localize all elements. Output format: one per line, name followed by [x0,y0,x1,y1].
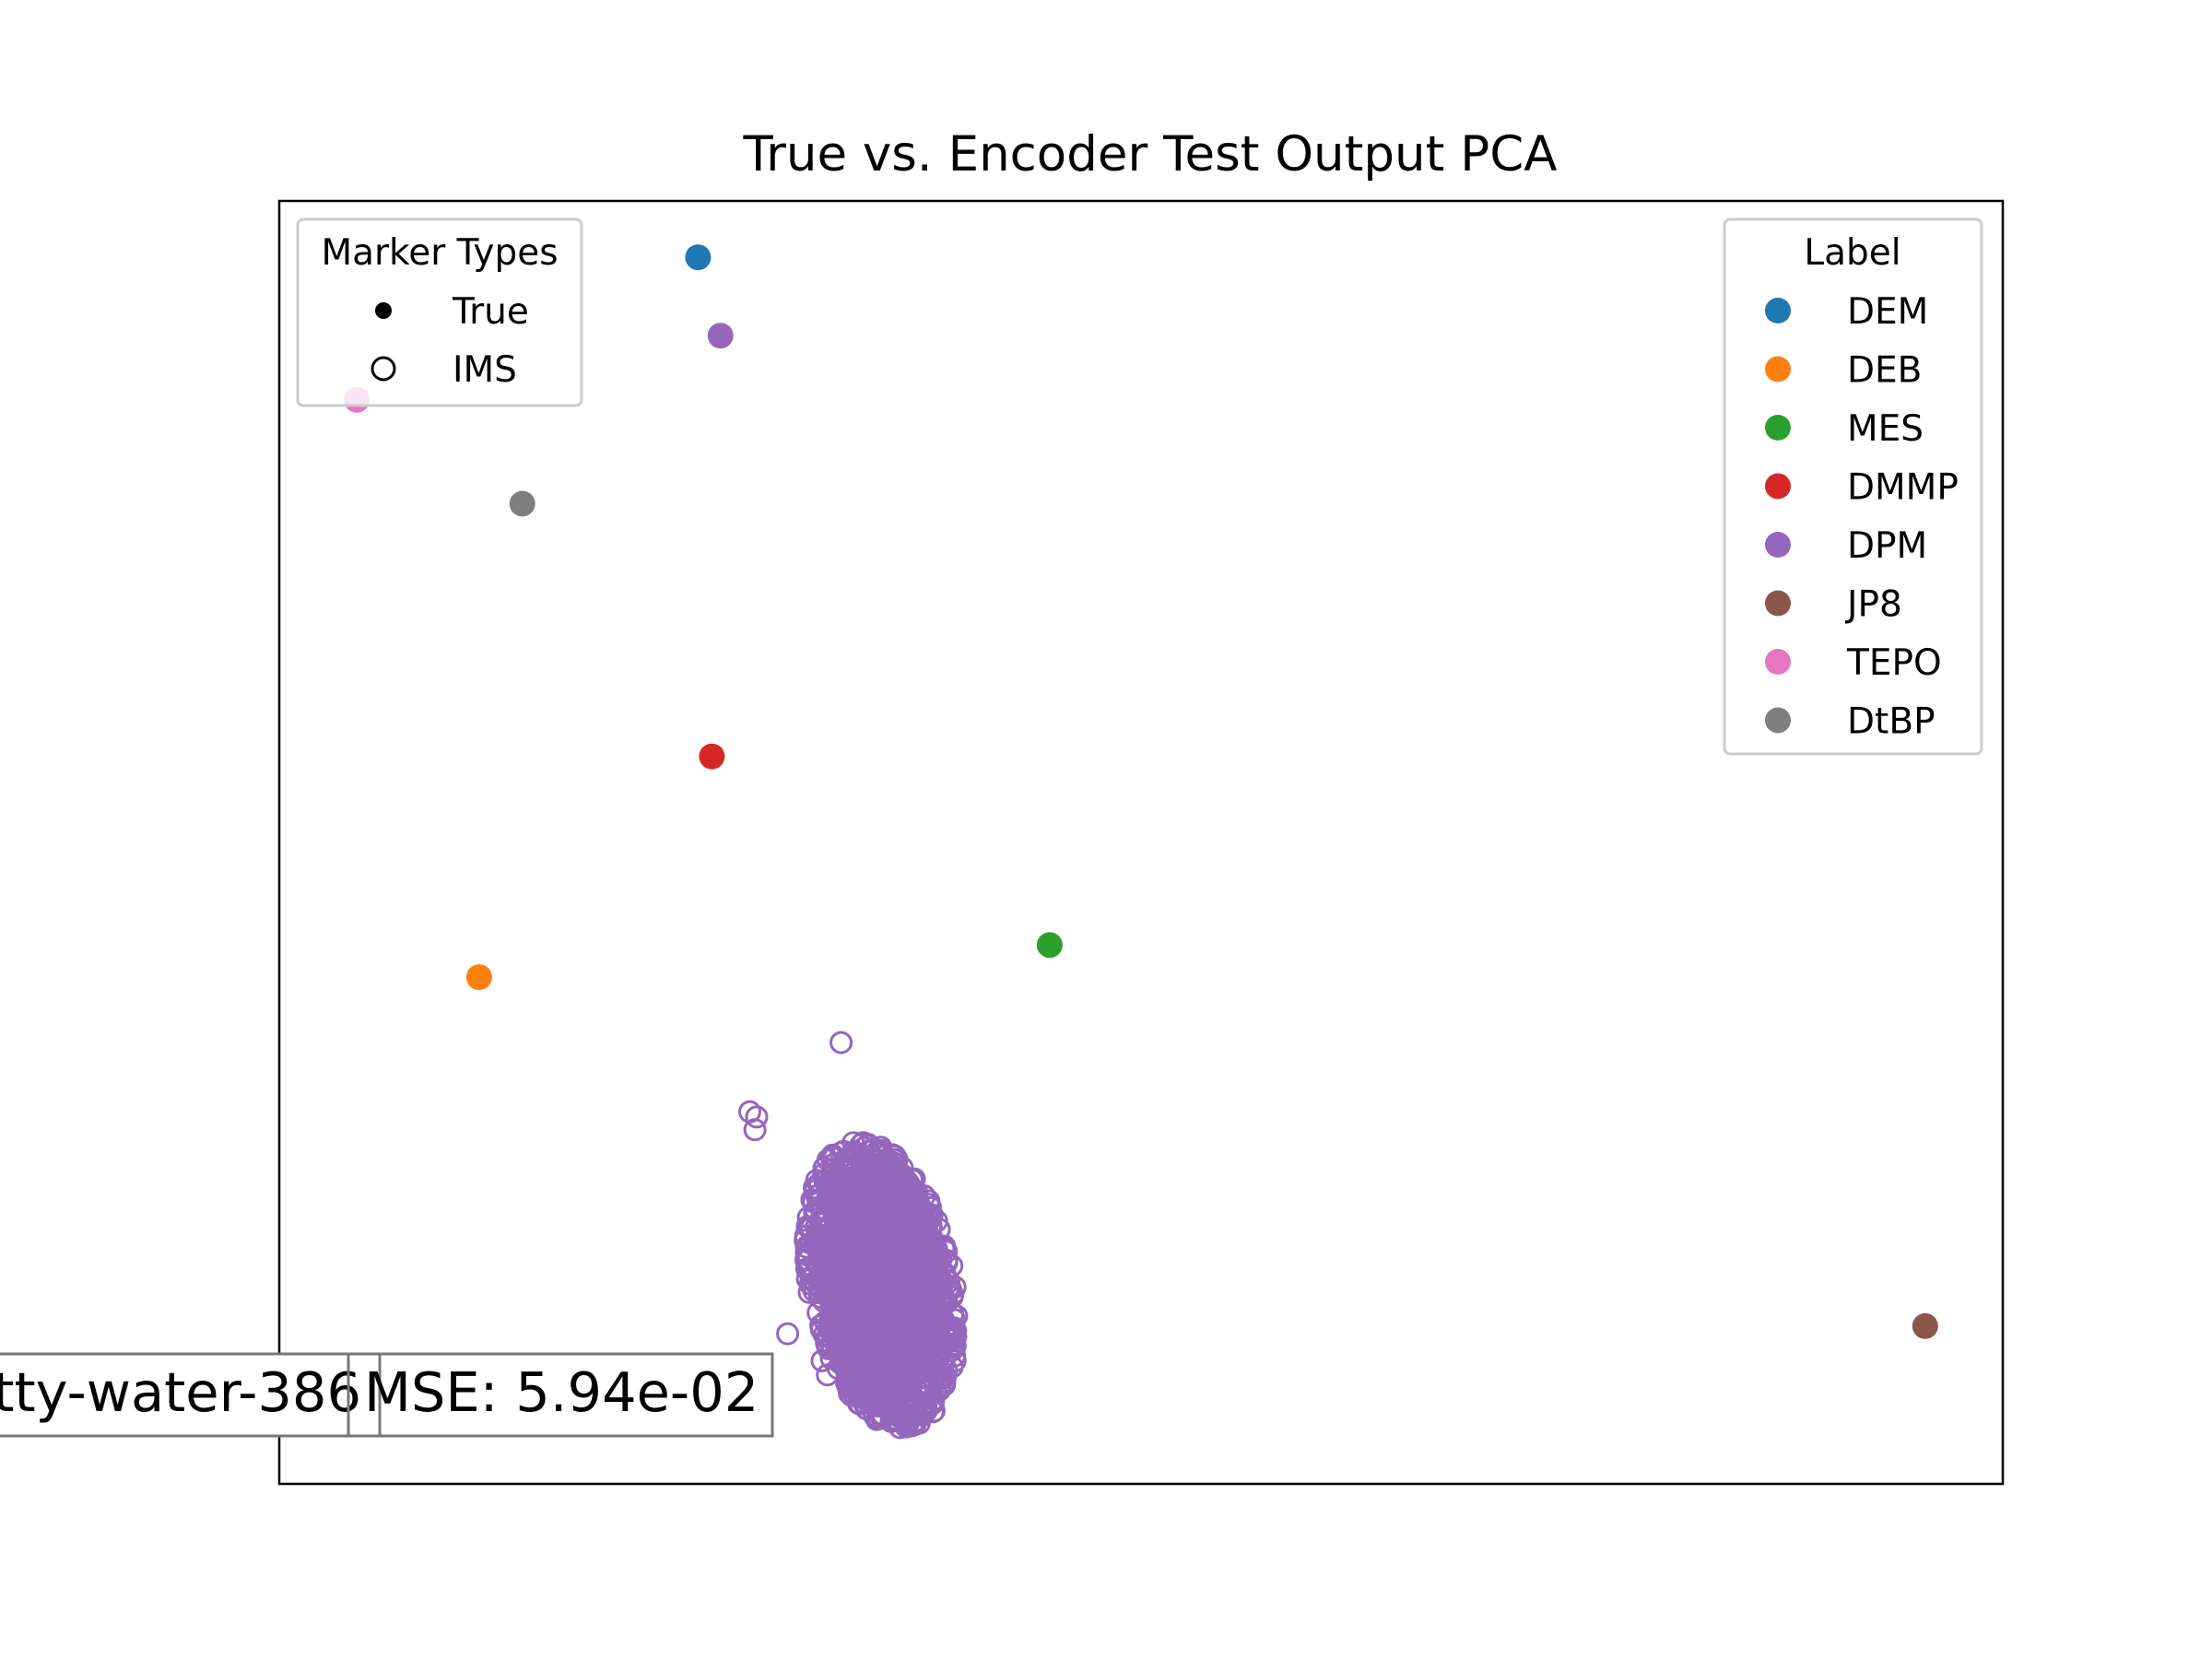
ims-cluster-point [807,1189,831,1213]
marker-legend-title: Marker Types [321,232,558,274]
legend-swatch-jp8 [1765,590,1791,617]
ims-cluster-point [928,1376,952,1400]
legend-label-dem: DEM [1847,291,1928,333]
ims-cluster-point [923,1399,946,1423]
ims-cluster-point [831,1139,855,1163]
legend-label-dtbp: DtBP [1847,701,1936,743]
run-annotation: tty-water-386 MSE: 5.94e-02 [0,1352,774,1438]
ims-outlier-point [776,1322,800,1346]
ims-outlier-point [900,1334,924,1358]
label-legend-title: Label [1804,232,1900,274]
marker-legend-ims-label: IMS [453,349,517,391]
true-point-dtbp [509,490,535,517]
ims-outlier-point [830,1030,853,1054]
ims-cluster-point [804,1199,828,1222]
ims-cluster-core [818,1152,945,1418]
legend-label-jp8: JP8 [1844,584,1902,626]
label-legend: Label DEM DEB MES DMMP DPM JP8 TEPO DtBP [1723,218,1983,756]
marker-legend-true-label: True [452,291,529,333]
ims-outlier-point [810,1348,834,1372]
legend-label-tepo: TEPO [1846,642,1942,684]
marker-legend: Marker Types True IMS [296,218,583,407]
chart-title: True vs. Encoder Test Output PCA [742,126,1557,182]
ims-cluster-point [905,1403,929,1427]
ims-cluster-point [812,1162,836,1186]
legend-swatch-dem [1765,298,1791,324]
legend-swatch-dtbp [1765,707,1791,734]
mse-box [378,1352,774,1438]
marker-true-swatch [375,302,392,319]
legend-label-mes: MES [1847,408,1924,450]
true-point-dmmp [699,743,725,770]
ims-cluster-point [933,1373,957,1397]
ims-outlier-point [745,1105,769,1129]
legend-label-dmmp: DMMP [1847,467,1959,509]
legend-label-dpm: DPM [1847,525,1927,567]
legend-label-deb: DEB [1847,350,1922,392]
mse-text: MSE: 5.94e-02 [364,1360,759,1424]
ims-cluster-point [930,1364,954,1388]
marker-legend-box [296,218,583,407]
run-name-text: tty-water-386 [0,1360,361,1424]
true-points [344,244,1938,1339]
legend-swatch-dpm [1765,532,1791,558]
legend-swatch-dmmp [1765,473,1791,500]
true-point-jp8 [1912,1312,1938,1339]
label-legend-box [1723,218,1983,756]
ims-cluster [794,1131,969,1440]
marker-ims-swatch [371,356,396,382]
plot-frame [277,199,2005,1486]
ims-outlier-point [816,1363,840,1387]
ims-outliers [738,1030,924,1387]
true-point-dem [685,244,712,271]
ims-cluster-point [924,1381,948,1405]
ims-outlier-point [743,1118,767,1142]
legend-swatch-tepo [1765,649,1791,675]
legend-swatch-mes [1765,415,1791,441]
true-point-deb [465,964,492,991]
true-point-dpm [707,323,734,349]
legend-swatch-deb [1765,356,1791,382]
run-name-box [0,1352,382,1438]
true-point-mes [1036,932,1063,959]
